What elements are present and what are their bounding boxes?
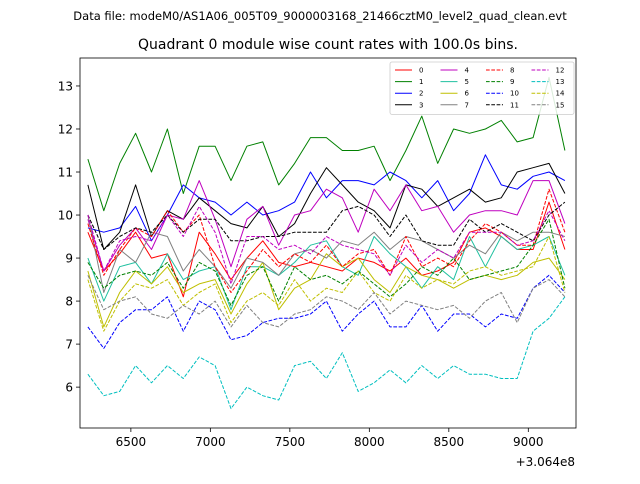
series-line-15: [87, 275, 566, 328]
series-line-9: [87, 218, 566, 306]
legend-label-10: 10: [510, 90, 519, 98]
x-tick-label: 6500: [116, 435, 147, 449]
legend-label-12: 12: [556, 67, 565, 75]
y-tick-label: 8: [65, 295, 73, 309]
figure-suptitle: Data file: modeM0/AS1A06_005T09_90000031…: [73, 9, 567, 23]
x-tick-label: 7500: [275, 435, 306, 449]
legend-box: [389, 61, 575, 115]
legend-label-6: 6: [465, 90, 470, 98]
y-tick-label: 12: [58, 122, 73, 136]
series-line-8: [87, 188, 566, 293]
x-tick-label: 7000: [195, 435, 226, 449]
series-line-7: [87, 214, 566, 293]
y-tick-label: 6: [65, 381, 73, 395]
x-tick-label: 9000: [513, 435, 544, 449]
legend-label-3: 3: [419, 101, 423, 109]
legend-label-7: 7: [465, 101, 469, 109]
series-line-14: [87, 236, 566, 332]
legend-label-8: 8: [510, 67, 514, 75]
series-group: [87, 76, 566, 410]
axes-frame: [79, 57, 577, 429]
plot-area: 6500 7000 7500 8000 8500 90006789101112130123…: [58, 57, 577, 449]
legend-label-13: 13: [556, 78, 565, 86]
legend-label-4: 4: [465, 67, 470, 75]
series-line-12: [87, 205, 566, 285]
chart-title: Quadrant 0 module wise count rates with …: [138, 37, 518, 53]
legend-label-1: 1: [419, 78, 423, 86]
legend-label-2: 2: [419, 90, 423, 98]
legend-label-0: 0: [419, 67, 423, 75]
legend-label-9: 9: [510, 78, 514, 86]
series-line-1: [87, 76, 566, 212]
y-tick-label: 9: [65, 252, 73, 266]
y-tick-label: 10: [58, 209, 73, 223]
legend-label-15: 15: [556, 101, 565, 109]
x-offset-label: +3.064e8: [516, 455, 575, 469]
y-tick-label: 11: [58, 166, 73, 180]
x-tick-label: 8500: [434, 435, 465, 449]
legend-label-11: 11: [510, 101, 519, 109]
legend-label-5: 5: [465, 78, 469, 86]
y-tick-label: 7: [65, 338, 73, 352]
x-tick-label: 8000: [354, 435, 385, 449]
legend-label-14: 14: [556, 90, 565, 98]
series-line-13: [87, 296, 566, 410]
y-tick-label: 13: [58, 79, 73, 93]
series-line-10: [87, 274, 566, 349]
